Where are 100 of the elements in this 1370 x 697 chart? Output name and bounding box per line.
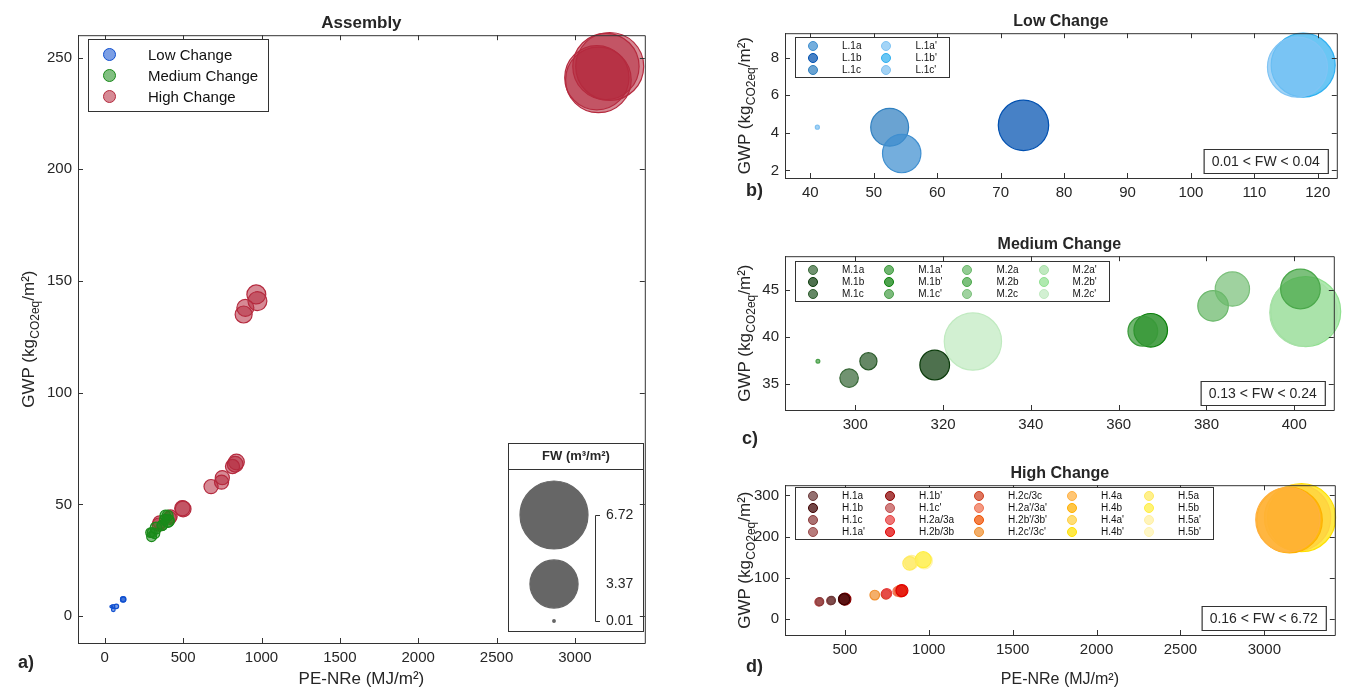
legend-label: 6.72 [606, 506, 634, 522]
x-tick-label: 2000 [401, 648, 435, 666]
x-tick-label: 340 [1018, 415, 1044, 433]
legend-label: H.1b [842, 502, 864, 513]
legend-label: H.1a' [842, 526, 866, 537]
x-tick-label: 50 [865, 183, 883, 201]
x-tick-label: 70 [992, 183, 1009, 201]
chart-title: Medium Change [997, 235, 1122, 253]
x-tick-label: 400 [1281, 415, 1307, 433]
legend-label: H.1b' [919, 490, 943, 501]
x-tick-label: 110 [1242, 183, 1267, 201]
legend-label: H.2b/3b [919, 526, 955, 537]
x-tick-label: 120 [1305, 183, 1331, 201]
legend-label: H.2c'/3c' [1008, 526, 1046, 537]
y-tick-label: 35 [762, 373, 779, 391]
legend-label: High Change [148, 88, 236, 105]
x-tick-label: 80 [1055, 183, 1073, 201]
legend-label: 3.37 [606, 575, 634, 591]
x-tick-label: 500 [832, 640, 858, 658]
annotation: 0.13 < FW < 0.24 [1208, 385, 1318, 401]
legend-label: M.2c' [1072, 288, 1097, 299]
legend-label: L.1a [842, 40, 862, 51]
y-tick-label: 250 [46, 47, 72, 65]
legend-label: L.1c' [915, 64, 937, 75]
y-tick-label: 200 [46, 159, 72, 177]
legend-label: H.1c [842, 514, 863, 525]
x-axis-title: PE-NRe (MJ/m²) [1000, 670, 1120, 687]
y-tick-label: 40 [762, 326, 779, 344]
legend-label: M.1c [842, 288, 864, 299]
x-tick-label: 1500 [323, 648, 357, 666]
x-tick-label: 1000 [912, 640, 946, 658]
x-tick-label: 0 [100, 648, 109, 666]
x-tick-label: 1500 [995, 640, 1030, 658]
legend-label: L.1b [842, 52, 862, 63]
y-axis-title: GWP (kgCO2eq/m²) [19, 270, 43, 408]
x-tick-label: 40 [802, 183, 819, 201]
legend-label: M.1b [842, 276, 865, 287]
legend-label: H.5a [1177, 490, 1200, 501]
annotation: 0.01 < FW < 0.04 [1211, 153, 1321, 169]
y-tick-label: 0 [770, 609, 779, 627]
y-tick-label: 300 [753, 485, 779, 503]
x-tick-label: 3000 [558, 648, 592, 666]
legend-label: M.1c' [918, 288, 942, 299]
legend-label: H.1a [842, 490, 864, 501]
y-tick-label: 4 [770, 123, 779, 141]
x-tick-label: 60 [928, 183, 946, 201]
legend-label: H.5b [1177, 502, 1200, 513]
legend-label: H.4a [1100, 490, 1123, 501]
legend-label: Medium Change [148, 67, 259, 84]
text: a) [18, 652, 35, 672]
chart-title: Low Change [1013, 12, 1109, 30]
y-tick-label: 8 [770, 47, 779, 65]
x-tick-label: 2500 [1163, 640, 1198, 658]
legend-label: H.2c/3c [1008, 490, 1042, 501]
legend-label: H.5b' [1177, 526, 1202, 537]
chart-title: Assembly [321, 13, 403, 33]
text: c) [742, 428, 759, 448]
legend-label: H.2a/3a [919, 514, 955, 525]
text: b) [746, 180, 763, 200]
y-axis-title: GWP (kgCO2eq/m²) [735, 37, 759, 175]
y-axis-title: GWP (kgCO2eq/m²) [735, 264, 759, 402]
legend-label: M.2a' [1072, 264, 1097, 275]
legend-label: M.2c [996, 288, 1019, 299]
legend-label: M.2b [996, 276, 1019, 287]
annotation: 0.16 < FW < 6.72 [1209, 610, 1319, 626]
x-tick-label: 380 [1193, 415, 1219, 433]
x-tick-label: 100 [1178, 183, 1204, 201]
legend-label: H.4a' [1100, 514, 1124, 525]
text: d) [746, 656, 763, 676]
legend-label: M.1a' [918, 264, 943, 275]
legend-label: H.4b' [1100, 526, 1124, 537]
x-tick-label: 3000 [1247, 640, 1282, 658]
legend-label: M.2b' [1072, 276, 1097, 287]
y-tick-label: 45 [762, 280, 779, 298]
y-tick-label: 50 [55, 494, 72, 512]
y-tick-label: 150 [46, 271, 72, 289]
x-tick-label: 320 [930, 415, 956, 433]
x-tick-label: 2500 [479, 648, 514, 666]
legend-title: FW (m³/m²) [541, 447, 611, 465]
x-tick-label: 90 [1119, 183, 1136, 201]
legend-label: M.1b' [918, 276, 943, 287]
x-axis-title: PE-NRe (MJ/m²) [298, 669, 425, 688]
legend-label: M.1a [842, 264, 865, 275]
chart-title: High Change [1010, 464, 1110, 482]
legend-label: H.4b [1100, 502, 1123, 513]
legend-label: H.2a'/3a' [1008, 502, 1047, 513]
x-tick-label: 2000 [1079, 640, 1114, 658]
legend-label: L.1b' [915, 52, 937, 63]
legend-label: L.1a' [915, 40, 937, 51]
legend-label: M.2a [996, 264, 1019, 275]
x-tick-label: 500 [170, 648, 196, 666]
y-tick-label: 0 [63, 606, 72, 624]
x-tick-label: 1000 [244, 648, 279, 666]
y-tick-label: 6 [770, 85, 779, 103]
legend-label: H.2b'/3b' [1008, 514, 1047, 525]
legend-label: Low Change [148, 46, 233, 63]
legend-label: L.1c [842, 64, 861, 75]
x-tick-label: 360 [1106, 415, 1132, 433]
legend-label: H.5a' [1177, 514, 1202, 525]
legend-label: H.1c' [919, 502, 942, 513]
